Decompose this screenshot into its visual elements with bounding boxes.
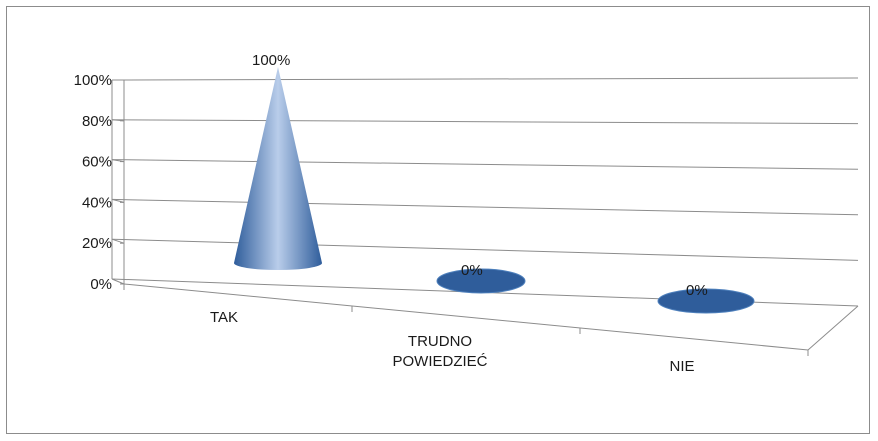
- data-labels: 100% 0% 0%: [252, 52, 708, 299]
- axes: [111, 79, 859, 356]
- gridline: [111, 77, 859, 81]
- y-tick-label: 0%: [90, 276, 112, 293]
- cone-mark: [657, 288, 755, 314]
- gridline: [111, 119, 859, 125]
- category-label: NIE: [669, 358, 694, 375]
- side-gridline: [111, 238, 125, 244]
- cone-mark: [436, 268, 526, 294]
- category-label: TRUDNO POWIEDZIEĆ: [392, 333, 487, 370]
- category-label-line: POWIEDZIEĆ: [392, 353, 487, 370]
- category-label-line: TAK: [210, 309, 238, 326]
- y-tick-label: 80%: [82, 113, 112, 130]
- data-label: 0%: [461, 262, 483, 279]
- side-gridline: [111, 278, 125, 285]
- category-label: TAK: [210, 309, 238, 326]
- y-tick-label: 40%: [82, 194, 112, 211]
- category-labels: TAK TRUDNO POWIEDZIEĆ NIE: [210, 309, 695, 375]
- chart-frame: [6, 6, 870, 434]
- category-label-line: NIE: [669, 358, 694, 375]
- cone-marks: [234, 67, 755, 314]
- gridline: [111, 238, 859, 261]
- data-label: 100%: [252, 52, 290, 69]
- cone-mark: [234, 67, 322, 270]
- y-tick-label: 20%: [82, 235, 112, 252]
- category-label-line: TRUDNO: [408, 333, 472, 350]
- y-tick-label: 100%: [74, 72, 112, 89]
- y-tick-label: 60%: [82, 154, 112, 171]
- gridline: [111, 159, 859, 170]
- gridline: [111, 198, 859, 216]
- y-tick-labels: 0% 20% 40% 60% 80% 100%: [74, 72, 112, 293]
- data-label: 0%: [686, 282, 708, 299]
